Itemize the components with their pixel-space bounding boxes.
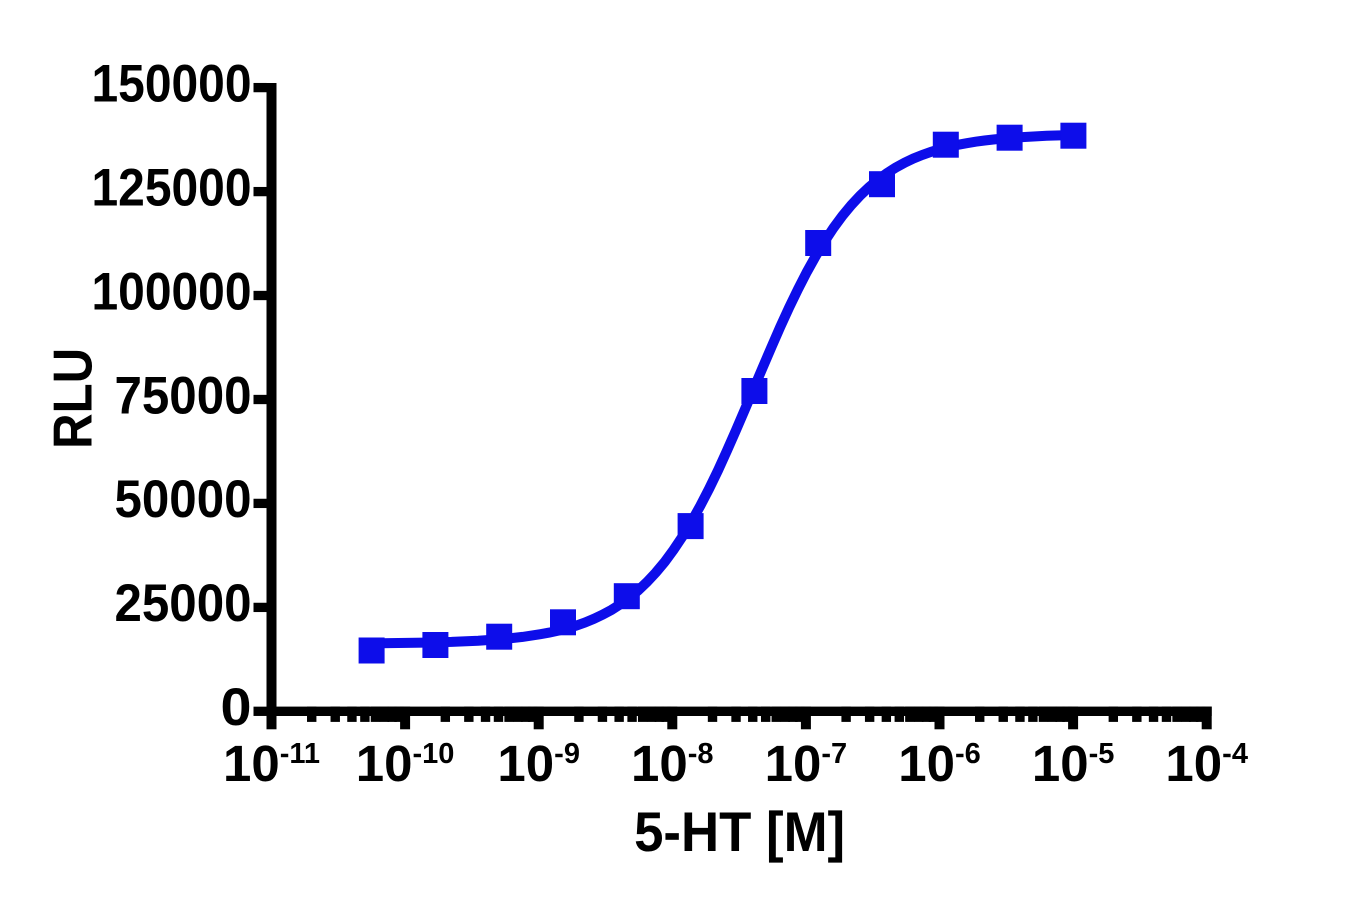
svg-text:0: 0: [221, 678, 252, 737]
svg-text:100000: 100000: [92, 262, 252, 321]
svg-text:150000: 150000: [92, 54, 252, 113]
svg-text:75000: 75000: [115, 366, 252, 425]
svg-text:25000: 25000: [115, 574, 252, 633]
svg-text:5-HT [M]: 5-HT [M]: [634, 800, 845, 863]
svg-text:50000: 50000: [115, 470, 252, 529]
svg-text:10-4: 10-4: [1165, 735, 1248, 792]
svg-text:125000: 125000: [92, 158, 252, 217]
svg-text:RLU: RLU: [41, 348, 103, 449]
svg-text:10-10: 10-10: [356, 735, 455, 792]
